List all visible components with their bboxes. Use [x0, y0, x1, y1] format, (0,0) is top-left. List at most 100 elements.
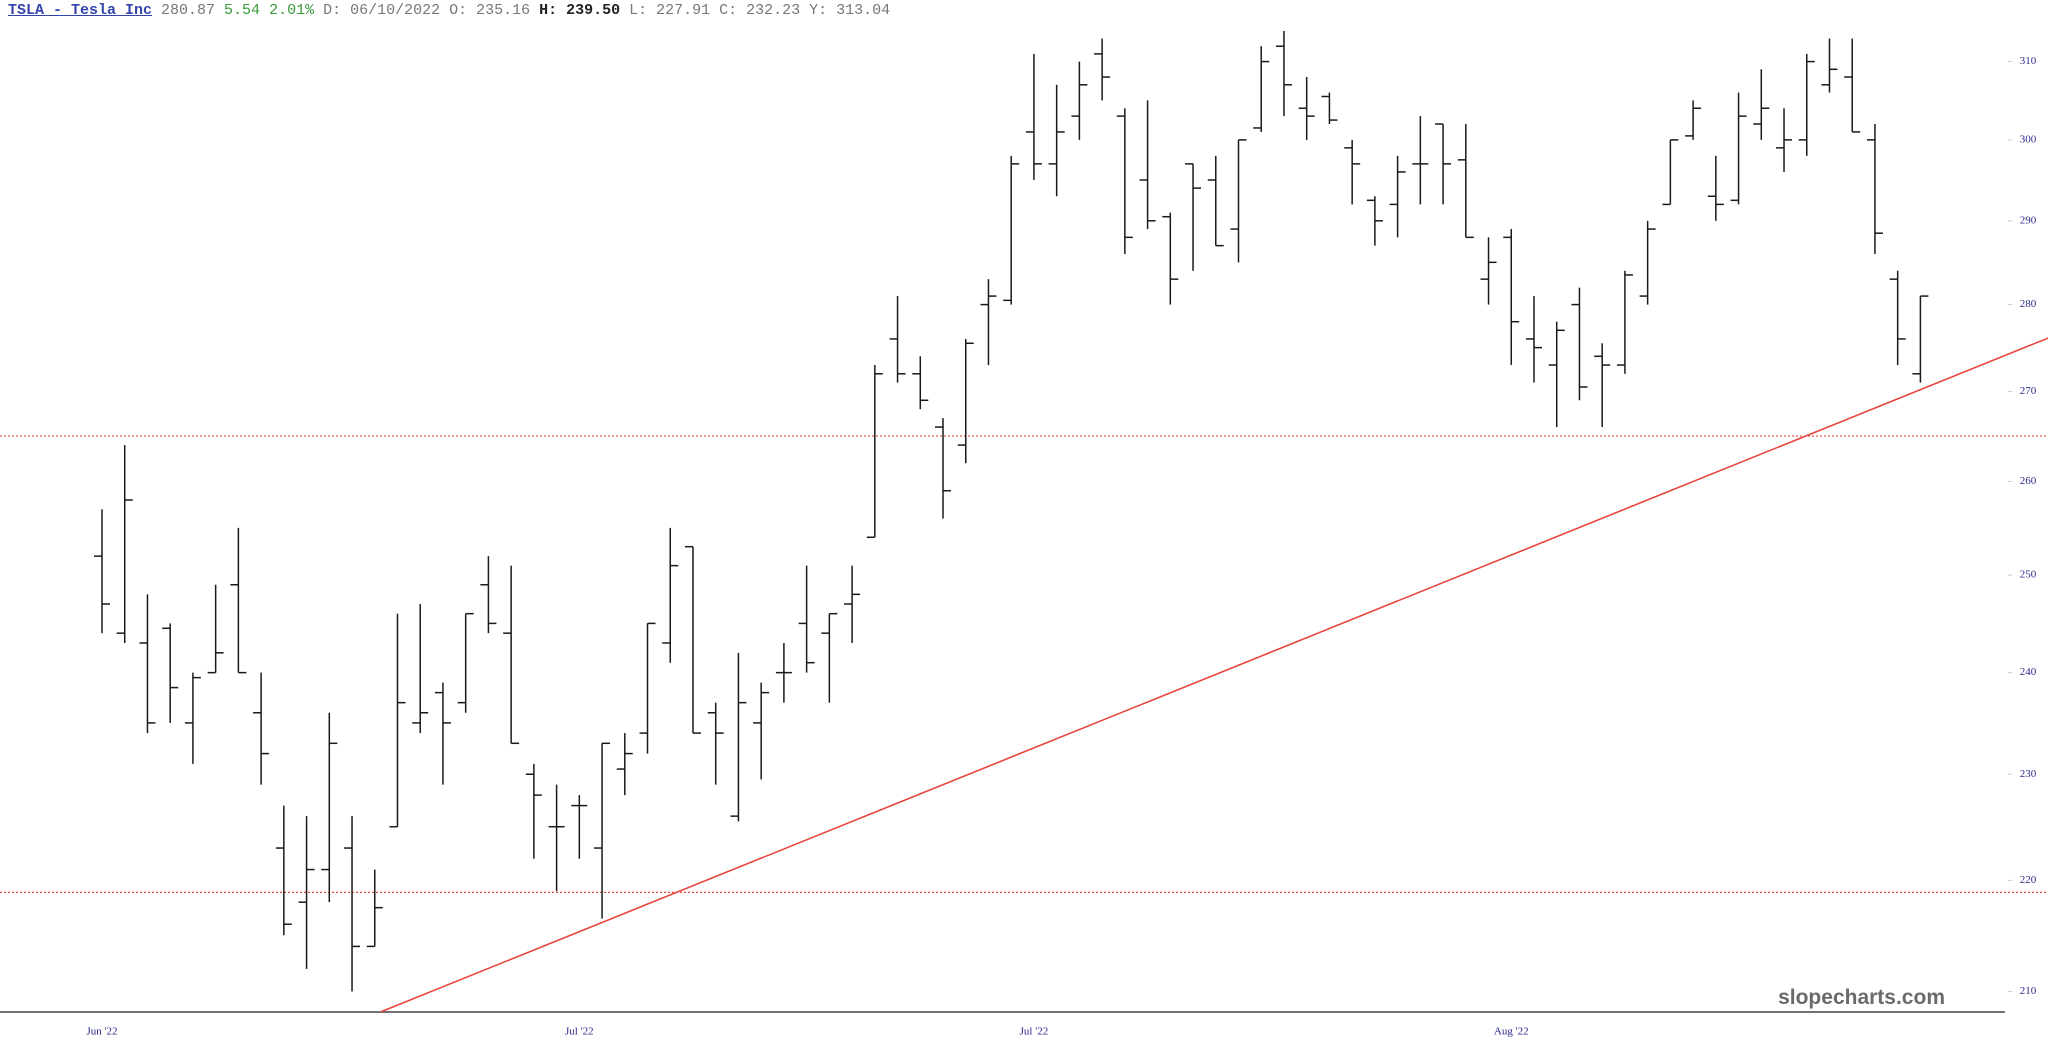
- y-tick-label: 260: [2020, 475, 2037, 487]
- ohlc-bar: [1866, 124, 1883, 254]
- ohlc-bar: [707, 702, 724, 785]
- ohlc-bar: [1003, 155, 1020, 305]
- symbol-link[interactable]: TSLA - Tesla Inc: [8, 2, 153, 19]
- ohlc-bar: [94, 509, 110, 634]
- ohlc-bar: [548, 784, 565, 892]
- change: 5.54: [224, 2, 261, 19]
- ohlc-bar: [1639, 220, 1656, 305]
- ohlc-bar: [1548, 321, 1565, 428]
- ohlc-bar: [753, 682, 770, 780]
- y-tick-label: 280: [2020, 298, 2037, 310]
- ohlc-bar: [1048, 84, 1065, 197]
- plot-area: [0, 30, 2048, 1012]
- y-tick-label: 210: [2020, 985, 2037, 997]
- close: C: 232.23: [719, 2, 801, 19]
- ohlc-bar: [434, 682, 451, 785]
- ohlc-bar: [1707, 155, 1724, 221]
- ohlc-bar: [1503, 229, 1520, 366]
- ohlc-bar: [798, 565, 815, 673]
- date: D: 06/10/2022: [323, 2, 441, 19]
- ohlc-bar: [412, 603, 429, 734]
- x-tick-label: Jul '22: [1020, 1026, 1049, 1038]
- high: H: 239.50: [539, 2, 621, 19]
- ohlc-bar: [1344, 139, 1361, 205]
- x-tick-label: Jul '22: [565, 1026, 594, 1038]
- ohlc-bar: [662, 527, 679, 663]
- y-tick-label: 300: [2020, 133, 2037, 145]
- ohlc-bar: [1594, 343, 1611, 428]
- ohlc-bar: [866, 365, 883, 539]
- ohlc-bar: [1662, 139, 1679, 206]
- ohlc-bar: [1366, 196, 1383, 246]
- ohlc-bar: [1685, 100, 1702, 140]
- ohlc-bar: [366, 869, 383, 948]
- ohlc-bar: [1616, 270, 1633, 374]
- ohlc-bar: [275, 805, 292, 936]
- ohlc-bar: [1230, 139, 1247, 263]
- ohlc-bar: [230, 527, 247, 674]
- open: O: 235.16: [449, 2, 531, 19]
- ohlc-bar: [1798, 53, 1815, 156]
- ohlc-bar: [1889, 270, 1906, 366]
- ohlc-bar: [1435, 123, 1452, 205]
- y-tick-label: 310: [2020, 55, 2037, 67]
- ohlc-bar: [1821, 38, 1838, 93]
- ohlc-bar: [1025, 53, 1042, 180]
- ohlc-bar: [1776, 108, 1793, 172]
- change-percent: 2.01%: [269, 2, 315, 19]
- ohlc-bar: [1094, 38, 1111, 101]
- ohlc-bar: [344, 816, 361, 992]
- ohlc-bar: [1480, 237, 1497, 305]
- y-tick-label: 230: [2020, 768, 2037, 780]
- ohlc-bar: [389, 613, 406, 828]
- ohlc-bar: [639, 622, 656, 754]
- ohlc-bar: [1412, 116, 1429, 205]
- ohlc-bar: [1275, 30, 1292, 117]
- ohlc-bar: [184, 672, 201, 764]
- ohlc-bar: [844, 565, 861, 643]
- ohlc-bar: [980, 279, 997, 366]
- ohlc-bar: [1116, 108, 1133, 254]
- x-tick-label: Jun '22: [86, 1026, 117, 1038]
- ohlc-bar: [253, 672, 270, 785]
- ohlc-bar: [684, 545, 701, 734]
- ohlc-bar: [1207, 155, 1224, 247]
- year-high: Y: 313.04: [809, 2, 891, 19]
- last-price: 280.87: [161, 2, 216, 19]
- ohlc-bar: [480, 556, 497, 634]
- ohlc-bar: [1139, 100, 1156, 230]
- y-tick-label: 290: [2020, 214, 2037, 226]
- ohlc-bar: [912, 356, 929, 410]
- watermark: slopecharts.com: [1778, 986, 1945, 1009]
- ohlc-bar: [1298, 77, 1315, 140]
- ohlc-bar: [616, 733, 633, 796]
- trendline: [378, 337, 2048, 1012]
- ohlc-bar: [571, 795, 588, 859]
- ohlc-bar: [116, 445, 133, 643]
- ohlc-bar: [503, 565, 520, 745]
- ohlc-bar: [1844, 38, 1861, 133]
- ohlc-bar: [1571, 287, 1588, 401]
- ohlc-bar: [1457, 124, 1474, 239]
- y-tick-label: 250: [2020, 569, 2037, 581]
- header: TSLA - Tesla Inc 280.87 5.54 2.01% D: 06/10/…: [8, 2, 899, 19]
- ohlc-bar: [525, 763, 542, 859]
- ohlc-bar: [207, 584, 224, 674]
- y-tick-label: 240: [2020, 666, 2037, 678]
- ohlc-bar: [1730, 92, 1747, 205]
- ohlc-bar: [1162, 212, 1179, 305]
- ohlc-bar: [775, 642, 792, 703]
- ohlc-bar: [1185, 163, 1202, 271]
- ohlc-bar: [957, 338, 974, 464]
- ohlc-bar: [1389, 155, 1406, 238]
- ohlc-bar: [1753, 69, 1770, 140]
- ohlc-bar: [730, 652, 747, 822]
- x-tick-label: Aug '22: [1494, 1026, 1529, 1038]
- ohlc-bar: [1912, 295, 1929, 383]
- ohlc-bar: [594, 742, 611, 919]
- ohlc-bar: [298, 816, 315, 969]
- y-tick-label: 270: [2020, 385, 2037, 397]
- ohlc-bar: [321, 712, 338, 903]
